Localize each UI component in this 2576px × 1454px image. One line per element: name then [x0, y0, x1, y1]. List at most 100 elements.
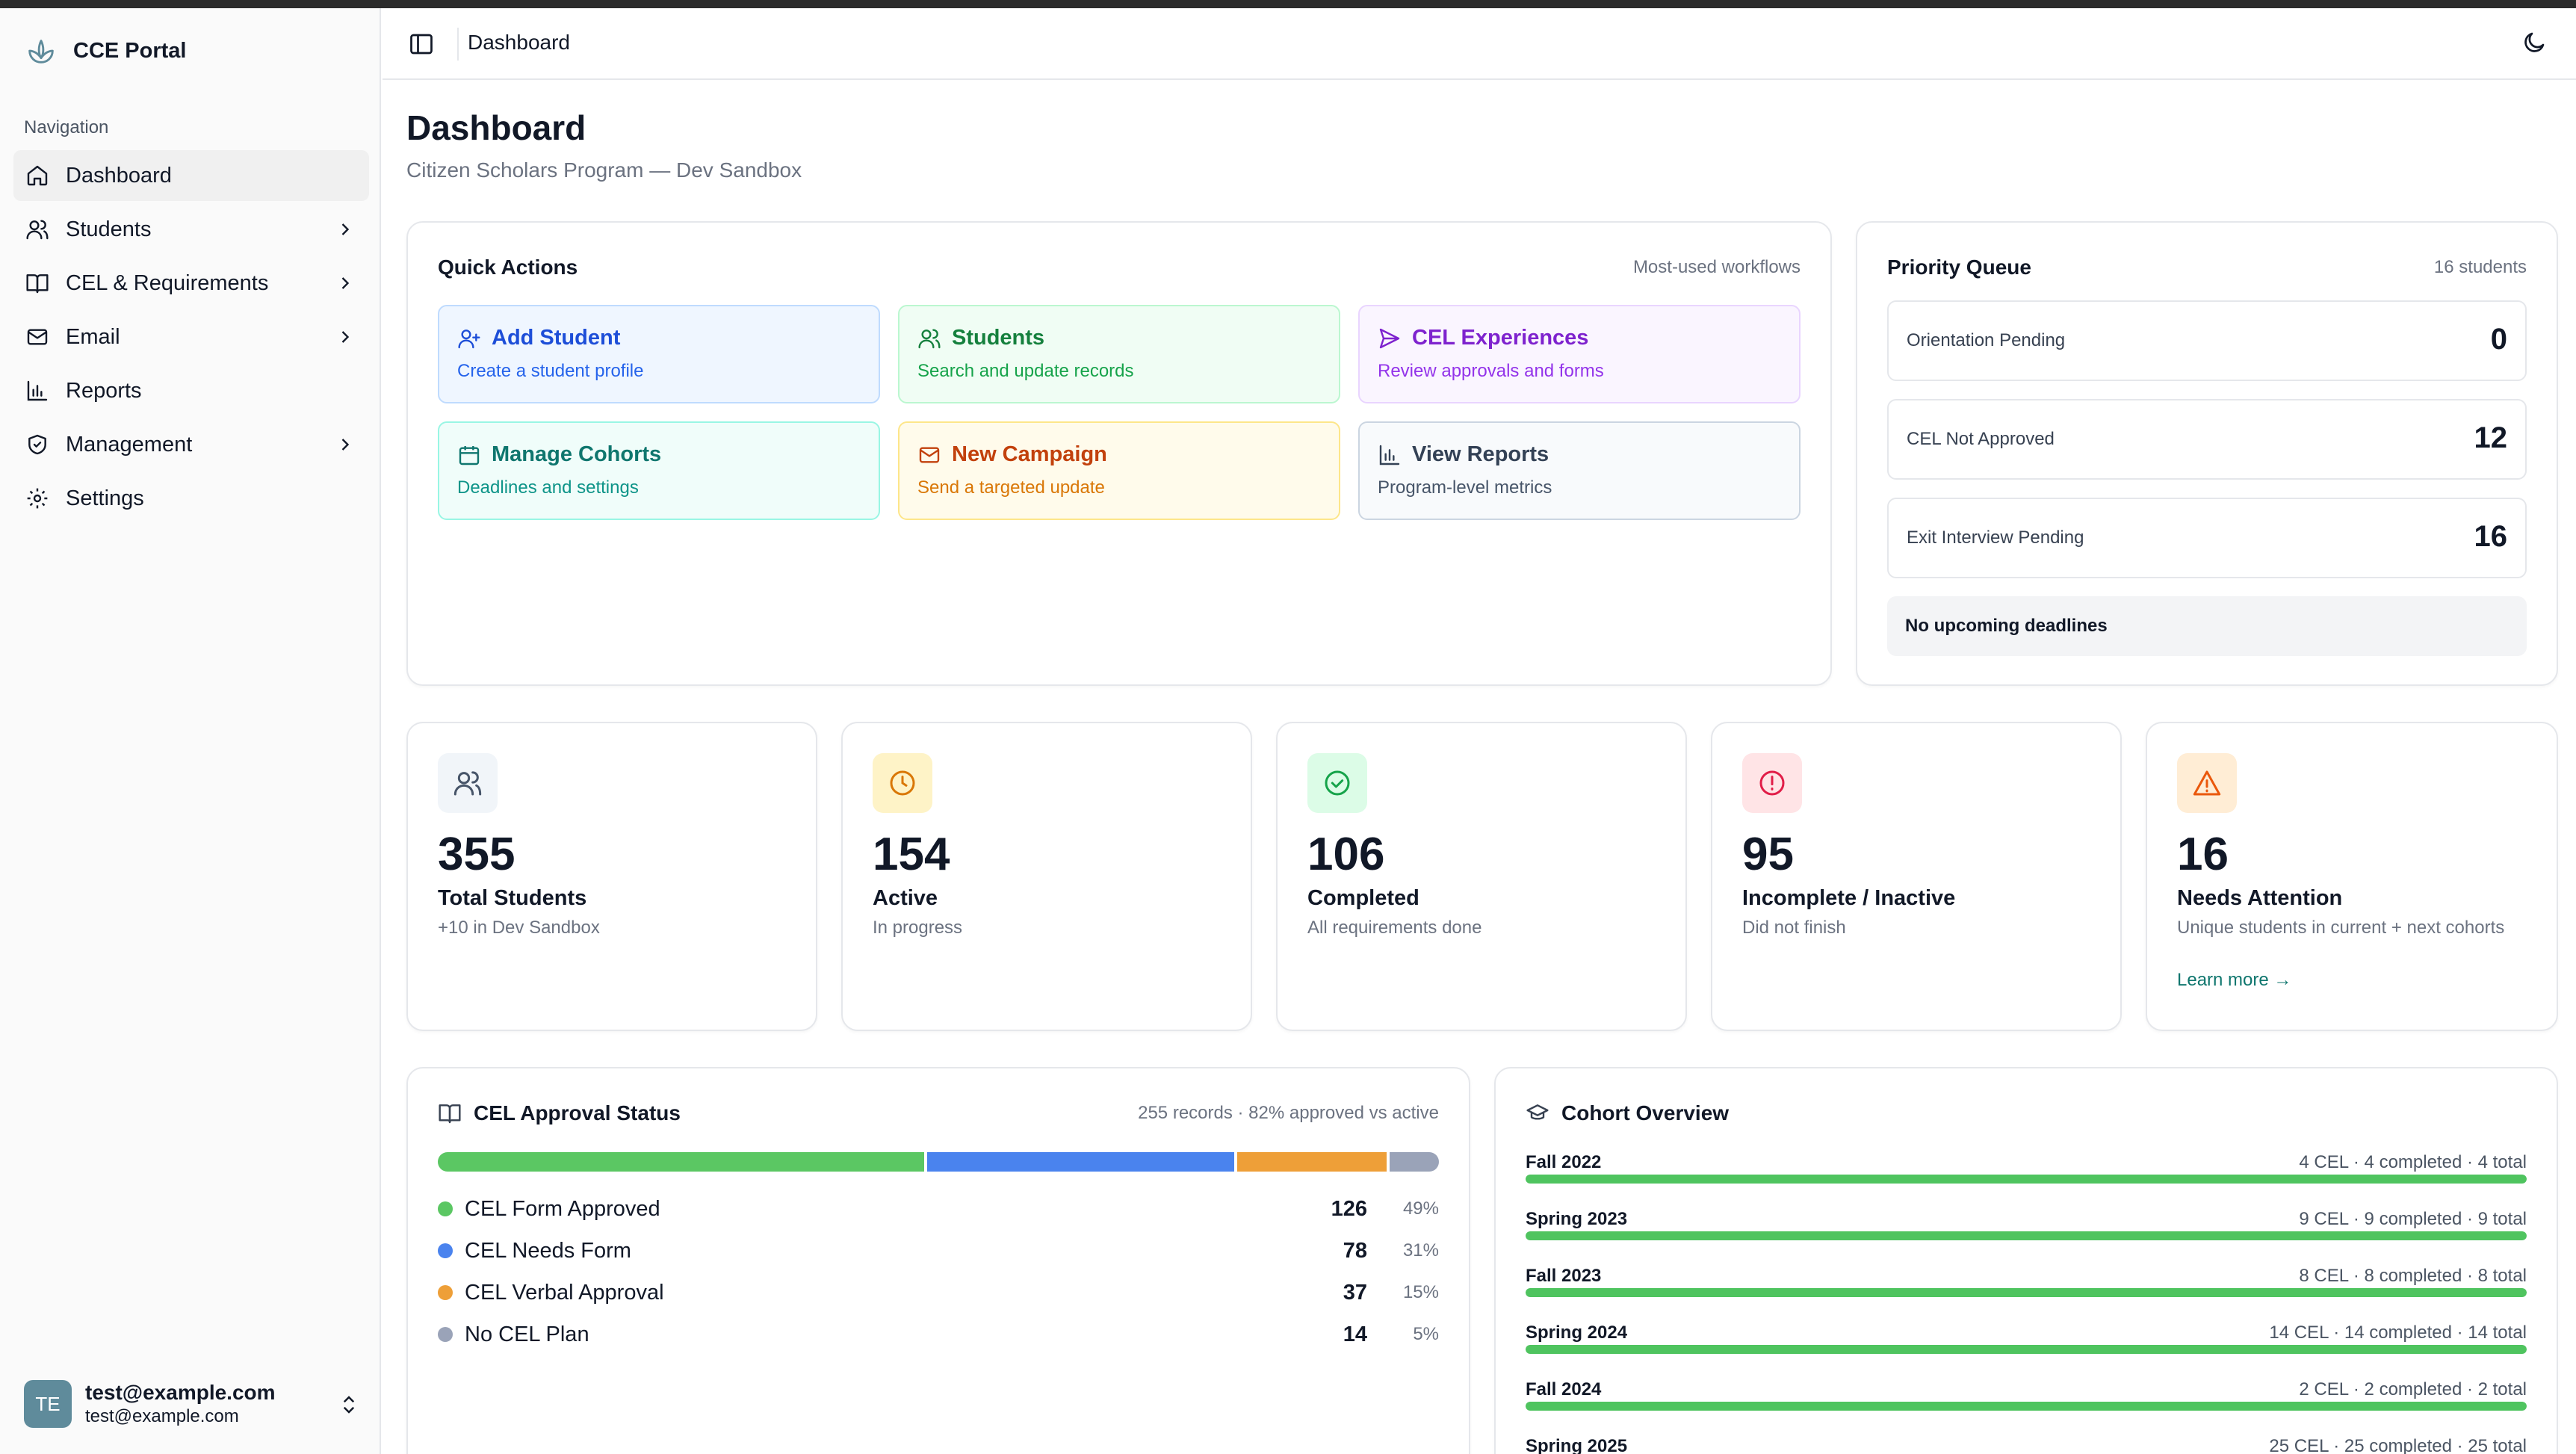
learn-more-link[interactable]: Learn more →: [2177, 970, 2292, 990]
sidebar-item-settings[interactable]: Settings: [13, 473, 369, 524]
cohort-progress-fill: [1526, 1175, 2527, 1184]
users-icon: [918, 328, 941, 348]
qa-label: Add Student: [492, 326, 621, 350]
sidebar-item-reports[interactable]: Reports: [13, 365, 369, 416]
legend-pct: 5%: [1413, 1324, 1439, 1344]
sidebar-item-label: Reports: [66, 378, 142, 403]
nav-heading: Navigation: [24, 117, 109, 137]
stat-card-active[interactable]: 154 Active In progress: [841, 722, 1252, 1031]
sidebar-item-label: CEL & Requirements: [66, 270, 269, 295]
stat-card-needs-attention[interactable]: 16 Needs Attention Unique students in cu…: [2146, 722, 2558, 1031]
bar-segment-approved: [438, 1152, 924, 1172]
sidebar-item-dashboard[interactable]: Dashboard: [13, 150, 369, 201]
sidebar-item-email[interactable]: Email: [13, 312, 369, 362]
cohort-overview-title: Cohort Overview: [1561, 1101, 1730, 1124]
cel-stacked-bar: [438, 1152, 1440, 1172]
send-icon: [1379, 328, 1400, 348]
user-menu[interactable]: TE test@example.com test@example.com: [24, 1380, 360, 1428]
deadlines-note: No upcoming deadlines: [1887, 596, 2527, 656]
stat-sub: +10 in Dev Sandbox: [438, 918, 600, 938]
legend-label: CEL Form Approved: [465, 1197, 660, 1221]
stat-card-total-students[interactable]: 355 Total Students +10 in Dev Sandbox: [406, 722, 817, 1031]
avatar: TE: [24, 1380, 72, 1428]
legend-count: 78: [1343, 1239, 1367, 1263]
stat-label: Total Students: [438, 886, 587, 910]
cohort-progress-fill: [1526, 1231, 2527, 1240]
mail-icon: [919, 446, 940, 463]
legend-dot: [438, 1243, 453, 1258]
gear-icon: [27, 488, 48, 509]
legend-label: CEL Needs Form: [465, 1239, 631, 1263]
cohort-overview-card: Cohort Overview Fall 2022 4 CEL · 4 comp…: [1494, 1067, 2558, 1454]
cohort-stats: 9 CEL · 9 completed · 9 total: [2299, 1209, 2527, 1229]
priority-queue-title: Priority Queue: [1887, 256, 2031, 279]
new-campaign-button[interactable]: New Campaign Send a targeted update: [898, 421, 1340, 520]
view-reports-button[interactable]: View Reports Program-level metrics: [1358, 421, 1801, 520]
manage-cohorts-button[interactable]: Manage Cohorts Deadlines and settings: [438, 421, 880, 520]
sidebar: CCE Portal Navigation Dashboard Students…: [0, 8, 381, 1454]
stat-value: 355: [438, 829, 515, 880]
stat-sub: Unique students in current + next cohort…: [2177, 918, 2505, 938]
window-top-bar: [0, 0, 2576, 8]
home-icon: [27, 165, 48, 186]
cohort-name: Spring 2023: [1526, 1209, 1628, 1229]
students-button[interactable]: Students Search and update records: [898, 305, 1340, 403]
bar-segment-no-plan: [1389, 1152, 1440, 1172]
stat-card-incomplete[interactable]: 95 Incomplete / Inactive Did not finish: [1711, 722, 2122, 1031]
sidebar-item-students[interactable]: Students: [13, 204, 369, 255]
stat-sub: In progress: [873, 918, 963, 938]
priority-row-cel-not-approved[interactable]: CEL Not Approved 12: [1887, 399, 2527, 480]
cohort-row[interactable]: Spring 2024 14 CEL · 14 completed · 14 t…: [1526, 1322, 2527, 1367]
cel-experiences-button[interactable]: CEL Experiences Review approvals and for…: [1358, 305, 1801, 403]
priority-value: 0: [2490, 323, 2507, 356]
add-student-button[interactable]: Add Student Create a student profile: [438, 305, 880, 403]
qa-sub: Send a targeted update: [917, 477, 1105, 498]
cohort-stats: 8 CEL · 8 completed · 8 total: [2299, 1266, 2527, 1286]
clock-icon: [890, 770, 915, 796]
cohort-stats: 25 CEL · 25 completed · 25 total: [2269, 1436, 2527, 1454]
shield-check-icon: [28, 434, 46, 455]
bar-chart-icon: [27, 380, 48, 401]
legend-label: CEL Verbal Approval: [465, 1281, 664, 1305]
legend-pct: 31%: [1402, 1240, 1439, 1260]
legend-label: No CEL Plan: [465, 1322, 589, 1346]
stat-card-completed[interactable]: 106 Completed All requirements done: [1276, 722, 1687, 1031]
legend-dot: [438, 1327, 453, 1342]
users-icon: [26, 220, 49, 240]
cel-approval-meta: 255 records · 82% approved vs active: [1138, 1103, 1439, 1123]
brand[interactable]: CCE Portal: [24, 34, 186, 68]
moon-icon[interactable]: [2521, 29, 2548, 56]
cohort-progress-fill: [1526, 1288, 2527, 1297]
legend-count: 126: [1331, 1197, 1367, 1221]
legend-count: 14: [1343, 1322, 1367, 1346]
qa-sub: Deadlines and settings: [457, 477, 639, 498]
cohort-row[interactable]: Fall 2022 4 CEL · 4 completed · 4 total: [1526, 1152, 2527, 1197]
legend-pct: 15%: [1402, 1282, 1439, 1302]
sidebar-toggle-icon[interactable]: [408, 31, 435, 58]
cohort-row[interactable]: Fall 2024 2 CEL · 2 completed · 2 total: [1526, 1379, 2527, 1424]
sidebar-item-label: Settings: [66, 486, 144, 510]
bar-segment-needs-form: [926, 1152, 1235, 1172]
cohort-progress-track: [1526, 1175, 2527, 1184]
cohort-progress-track: [1526, 1402, 2527, 1411]
qa-label: New Campaign: [952, 442, 1107, 466]
priority-row-orientation[interactable]: Orientation Pending 0: [1887, 300, 2527, 381]
priority-value: 12: [2474, 421, 2508, 454]
stat-icon-wrap: [2177, 753, 2237, 813]
cohort-name: Fall 2022: [1526, 1152, 1602, 1172]
cohort-row[interactable]: Fall 2023 8 CEL · 8 completed · 8 total: [1526, 1266, 2527, 1311]
sidebar-item-management[interactable]: Management: [13, 419, 369, 470]
sidebar-item-cel-requirements[interactable]: CEL & Requirements: [13, 258, 369, 309]
priority-row-exit-interview[interactable]: Exit Interview Pending 16: [1887, 498, 2527, 578]
priority-queue-meta: 16 students: [2433, 257, 2527, 277]
cel-approval-title: CEL Approval Status: [474, 1101, 681, 1124]
chevron-right-icon: [341, 439, 350, 451]
cohort-row[interactable]: Spring 2025 25 CEL · 25 completed · 25 t…: [1526, 1436, 2527, 1454]
breadcrumb: Dashboard: [468, 31, 570, 54]
users-icon: [453, 771, 482, 796]
cohort-name: Spring 2024: [1526, 1322, 1628, 1343]
cohort-row[interactable]: Spring 2023 9 CEL · 9 completed · 9 tota…: [1526, 1209, 2527, 1254]
chevron-right-icon: [341, 277, 350, 289]
priority-value: 16: [2474, 520, 2508, 553]
stat-value: 95: [1742, 829, 1794, 880]
